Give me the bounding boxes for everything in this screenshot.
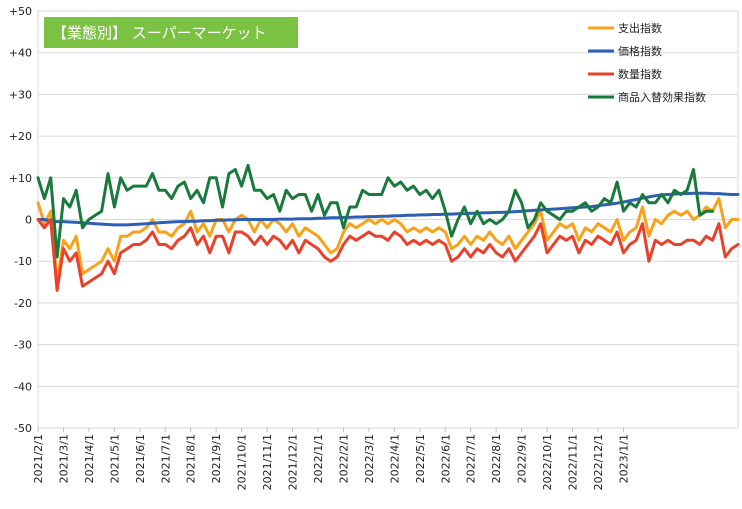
x-tick-label: 2022/9/1 bbox=[516, 434, 529, 483]
x-tick-label: 2022/2/1 bbox=[337, 434, 350, 483]
series-line-1 bbox=[36, 191, 740, 227]
x-tick-label: 2021/11/1 bbox=[261, 434, 274, 490]
y-tick-label: +10 bbox=[9, 172, 32, 185]
x-tick-label: 2021/6/1 bbox=[134, 434, 147, 483]
x-tick-label: 2022/5/1 bbox=[414, 434, 427, 483]
y-tick-label: -10 bbox=[14, 255, 32, 268]
x-tick-label: 2022/4/1 bbox=[388, 434, 401, 483]
legend-label: 支出指数 bbox=[618, 21, 662, 35]
y-tick-label: +50 bbox=[9, 5, 32, 18]
y-tick-label: +40 bbox=[9, 47, 32, 60]
x-tick-label: 2021/7/1 bbox=[159, 434, 172, 483]
chart-title: 【業態別】 スーパーマーケット bbox=[52, 24, 267, 42]
series-lines bbox=[36, 163, 740, 292]
series-line-2 bbox=[36, 218, 740, 292]
x-tick-label: 2021/4/1 bbox=[83, 434, 96, 483]
y-tick-label: 0 bbox=[25, 214, 32, 227]
x-tick-label: 2021/5/1 bbox=[108, 434, 121, 483]
x-tick-label: 2022/12/1 bbox=[592, 434, 605, 490]
x-tick-label: 2022/8/1 bbox=[490, 434, 503, 483]
x-tick-label: 2021/3/1 bbox=[57, 434, 70, 483]
x-tick-label: 2021/2/1 bbox=[32, 434, 45, 483]
y-tick-label: +20 bbox=[9, 130, 32, 143]
y-axis-tick-labels: +50 +40 +30 +20 +10 0 -10 -20 -30 -40 -50 bbox=[9, 5, 32, 435]
legend-label: 商品入替効果指数 bbox=[618, 90, 706, 104]
y-tick-label: -20 bbox=[14, 297, 32, 310]
x-tick-label: 2022/11/1 bbox=[567, 434, 580, 490]
x-tick-label: 2021/10/1 bbox=[236, 434, 249, 490]
x-tick-label: 2022/6/1 bbox=[439, 434, 452, 483]
y-tick-label: -50 bbox=[14, 422, 32, 435]
y-tick-label: -30 bbox=[14, 339, 32, 352]
x-tick-label: 2021/8/1 bbox=[185, 434, 198, 483]
series-line-3 bbox=[36, 163, 714, 259]
x-tick-label: 2021/12/1 bbox=[287, 434, 300, 490]
x-tick-label: 2022/10/1 bbox=[541, 434, 554, 490]
x-tick-label: 2022/3/1 bbox=[363, 434, 376, 483]
x-tick-label: 2022/1/1 bbox=[312, 434, 325, 483]
chart-title-box: 【業態別】 スーパーマーケット bbox=[44, 17, 298, 48]
x-tick-label: 2022/7/1 bbox=[465, 434, 478, 483]
x-axis-tick-labels: 2021/2/1 2021/3/1 2021/4/1 2021/5/1 2021/6/1… bbox=[32, 428, 630, 490]
x-tick-label: 2023/1/1 bbox=[617, 434, 630, 483]
legend-label: 数量指数 bbox=[618, 67, 662, 81]
x-tick-label: 2021/9/1 bbox=[210, 434, 223, 483]
legend-label: 価格指数 bbox=[618, 44, 662, 58]
y-tick-label: +30 bbox=[9, 88, 32, 101]
y-tick-label: -40 bbox=[14, 380, 32, 393]
